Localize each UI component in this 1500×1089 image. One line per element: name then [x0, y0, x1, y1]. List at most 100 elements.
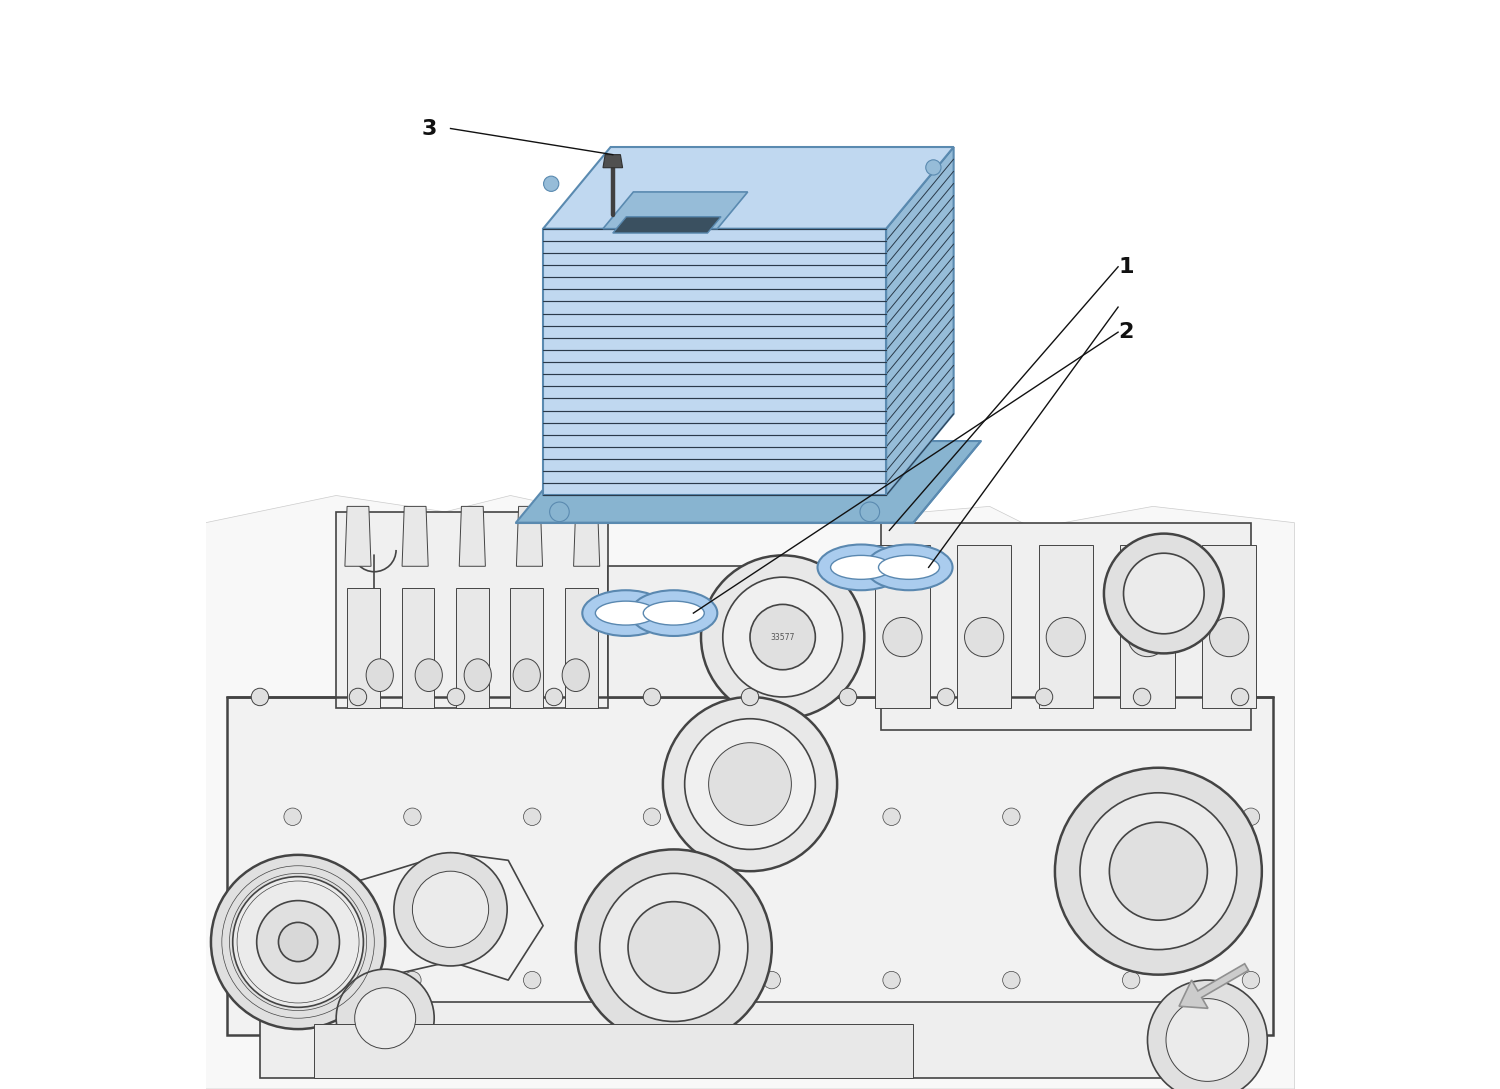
- Polygon shape: [346, 588, 380, 708]
- Circle shape: [1242, 808, 1260, 825]
- Circle shape: [938, 688, 954, 706]
- Ellipse shape: [596, 601, 657, 625]
- Circle shape: [404, 808, 422, 825]
- Polygon shape: [402, 506, 427, 566]
- Polygon shape: [543, 229, 886, 495]
- Polygon shape: [459, 506, 486, 566]
- Polygon shape: [543, 147, 954, 229]
- Circle shape: [350, 688, 366, 706]
- Polygon shape: [516, 506, 543, 566]
- Ellipse shape: [644, 601, 705, 625]
- Polygon shape: [516, 441, 981, 523]
- Ellipse shape: [831, 555, 891, 579]
- Polygon shape: [886, 147, 954, 495]
- Circle shape: [684, 719, 816, 849]
- Circle shape: [284, 808, 302, 825]
- Polygon shape: [609, 566, 880, 697]
- Circle shape: [1122, 808, 1140, 825]
- Circle shape: [394, 853, 507, 966]
- Polygon shape: [345, 506, 370, 566]
- Ellipse shape: [464, 659, 492, 692]
- Ellipse shape: [513, 659, 540, 692]
- Circle shape: [1128, 617, 1167, 657]
- Polygon shape: [1120, 544, 1174, 708]
- Circle shape: [1122, 971, 1140, 989]
- Circle shape: [1054, 768, 1262, 975]
- Circle shape: [284, 971, 302, 989]
- Polygon shape: [603, 192, 747, 229]
- Polygon shape: [1202, 544, 1257, 708]
- Circle shape: [251, 688, 268, 706]
- Text: 33577: 33577: [771, 633, 795, 641]
- FancyArrow shape: [1179, 964, 1248, 1008]
- Circle shape: [884, 971, 900, 989]
- Polygon shape: [456, 588, 489, 708]
- Circle shape: [1002, 808, 1020, 825]
- Circle shape: [549, 502, 568, 522]
- Polygon shape: [206, 495, 1294, 1089]
- Circle shape: [600, 873, 748, 1021]
- Circle shape: [1046, 617, 1086, 657]
- Circle shape: [546, 688, 562, 706]
- Circle shape: [576, 849, 772, 1045]
- Polygon shape: [614, 217, 722, 233]
- Circle shape: [644, 808, 660, 825]
- Circle shape: [1242, 971, 1260, 989]
- Circle shape: [764, 808, 780, 825]
- Circle shape: [211, 855, 386, 1029]
- Ellipse shape: [582, 590, 669, 636]
- Circle shape: [663, 697, 837, 871]
- Circle shape: [354, 988, 416, 1049]
- Polygon shape: [510, 588, 543, 708]
- Circle shape: [256, 901, 339, 983]
- Circle shape: [1080, 793, 1238, 950]
- Ellipse shape: [416, 659, 442, 692]
- Circle shape: [1148, 980, 1268, 1089]
- Polygon shape: [603, 155, 622, 168]
- Circle shape: [1134, 688, 1150, 706]
- Ellipse shape: [818, 544, 904, 590]
- Circle shape: [840, 688, 856, 706]
- Text: 2: 2: [1118, 322, 1134, 342]
- Circle shape: [1104, 534, 1224, 653]
- Circle shape: [1035, 688, 1053, 706]
- Polygon shape: [315, 1024, 914, 1078]
- Ellipse shape: [865, 544, 952, 590]
- Polygon shape: [874, 544, 930, 708]
- Circle shape: [700, 555, 864, 719]
- Circle shape: [750, 604, 816, 670]
- Circle shape: [964, 617, 1004, 657]
- Circle shape: [884, 808, 900, 825]
- Polygon shape: [402, 588, 433, 708]
- Circle shape: [1002, 971, 1020, 989]
- Circle shape: [1166, 999, 1250, 1081]
- Circle shape: [1124, 553, 1204, 634]
- Polygon shape: [566, 588, 597, 708]
- Text: 3: 3: [422, 119, 436, 138]
- Circle shape: [336, 969, 433, 1067]
- Circle shape: [1209, 617, 1249, 657]
- Circle shape: [232, 877, 363, 1007]
- Ellipse shape: [366, 659, 393, 692]
- Circle shape: [764, 971, 780, 989]
- Circle shape: [447, 688, 465, 706]
- Circle shape: [708, 743, 792, 825]
- Circle shape: [1110, 822, 1208, 920]
- Polygon shape: [957, 544, 1011, 708]
- Circle shape: [524, 808, 542, 825]
- Circle shape: [926, 160, 940, 175]
- Circle shape: [741, 688, 759, 706]
- Ellipse shape: [630, 590, 717, 636]
- Ellipse shape: [562, 659, 590, 692]
- Text: 1: 1: [1118, 257, 1134, 277]
- Polygon shape: [573, 506, 600, 566]
- Polygon shape: [880, 523, 1251, 730]
- Circle shape: [404, 971, 422, 989]
- Circle shape: [644, 688, 660, 706]
- Polygon shape: [228, 697, 1272, 1035]
- Circle shape: [1232, 688, 1250, 706]
- Circle shape: [279, 922, 318, 962]
- Ellipse shape: [879, 555, 939, 579]
- Circle shape: [543, 176, 560, 192]
- Circle shape: [644, 971, 660, 989]
